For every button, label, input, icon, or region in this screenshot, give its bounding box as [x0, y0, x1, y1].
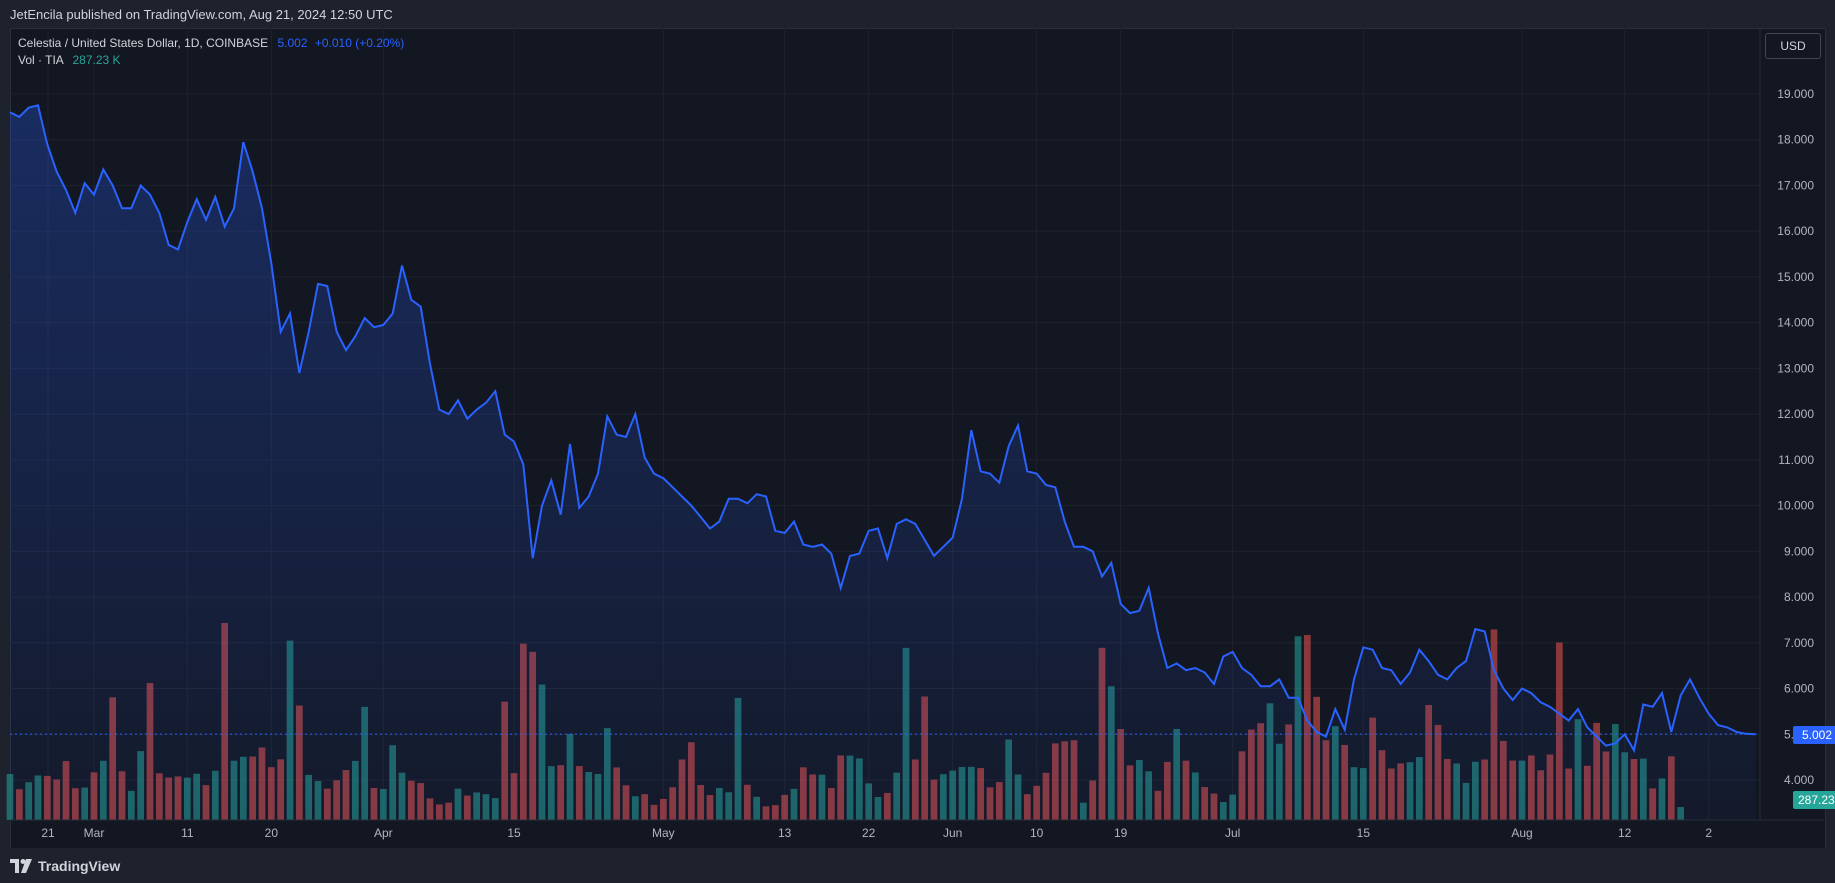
price-tick-label: 16.000 — [1777, 224, 1814, 238]
time-tick-label: Aug — [1511, 826, 1532, 840]
last-price-tag: 5.002 — [1793, 726, 1835, 744]
price-tick-label: 15.000 — [1777, 270, 1814, 284]
tradingview-logo-icon — [10, 859, 32, 873]
tradingview-brand: TradingView — [38, 858, 121, 874]
time-tick-label: Jul — [1225, 826, 1240, 840]
currency-button[interactable]: USD — [1765, 33, 1821, 59]
last-volume-tag: 287.23 K — [1793, 791, 1835, 809]
price-tick-label: 9.000 — [1784, 544, 1814, 558]
chart-legend: Celestia / United States Dollar, 1D, COI… — [18, 35, 404, 69]
time-tick-label: 20 — [265, 826, 279, 840]
last-price-value: 5.002 — [277, 36, 308, 50]
footer-bar — [0, 848, 1835, 883]
volume-value: 287.23 K — [72, 53, 121, 67]
time-tick-label: 22 — [862, 826, 876, 840]
time-tick-label: 21 — [41, 826, 55, 840]
time-tick-label: 15 — [1357, 826, 1371, 840]
time-tick-label: 10 — [1030, 826, 1044, 840]
price-tick-label: 14.000 — [1777, 316, 1814, 330]
time-tick-label: 12 — [1618, 826, 1632, 840]
time-tick-label: 13 — [778, 826, 792, 840]
price-tick-label: 11.000 — [1778, 453, 1814, 467]
price-tick-label: 19.000 — [1777, 87, 1814, 101]
price-tick-label: 4.000 — [1784, 773, 1814, 787]
publisher-credit: JetEncila published on TradingView.com, … — [10, 7, 393, 22]
time-tick-label: 2 — [1705, 826, 1712, 840]
time-tick-label: Jun — [943, 826, 962, 840]
price-area-fill — [10, 105, 1756, 820]
symbol-name[interactable]: Celestia / United States Dollar, 1D, COI… — [18, 36, 269, 50]
price-tick-label: 13.000 — [1777, 361, 1814, 375]
time-tick-label: 15 — [507, 826, 521, 840]
time-axis: 21 Mar 11 20 Apr 15 May 13 22 Jun 10 19 Jul 15 Aug 12 2 — [10, 819, 1824, 840]
price-axis: 19.000 18.000 17.000 16.000 15.000 14.000 13.0… — [1759, 28, 1814, 820]
time-tick-label: Apr — [374, 826, 393, 840]
price-tick-label: 8.000 — [1784, 590, 1814, 604]
top-bar: JetEncila published on TradingView.com, … — [0, 0, 1835, 28]
price-tick-label: 6.000 — [1784, 682, 1814, 696]
volume-label[interactable]: Vol · TIA — [18, 53, 64, 67]
time-tick-label: 11 — [181, 826, 194, 840]
price-tick-label: 18.000 — [1777, 133, 1814, 147]
price-line — [9, 104, 1756, 754]
time-tick-label: May — [652, 826, 675, 840]
tradingview-logo[interactable]: TradingView — [10, 858, 120, 874]
time-tick-label: 19 — [1114, 826, 1128, 840]
price-change-value: +0.010 (+0.20%) — [314, 36, 405, 50]
price-tick-label: 12.000 — [1777, 407, 1814, 421]
price-tick-label: 17.000 — [1777, 178, 1814, 192]
price-tick-label: 7.000 — [1784, 636, 1814, 650]
price-chart[interactable]: 19.000 18.000 17.000 16.000 15.000 14.000 13.0… — [0, 0, 1835, 848]
time-tick-label: Mar — [84, 826, 105, 840]
price-tick-label: 10.000 — [1777, 499, 1814, 513]
